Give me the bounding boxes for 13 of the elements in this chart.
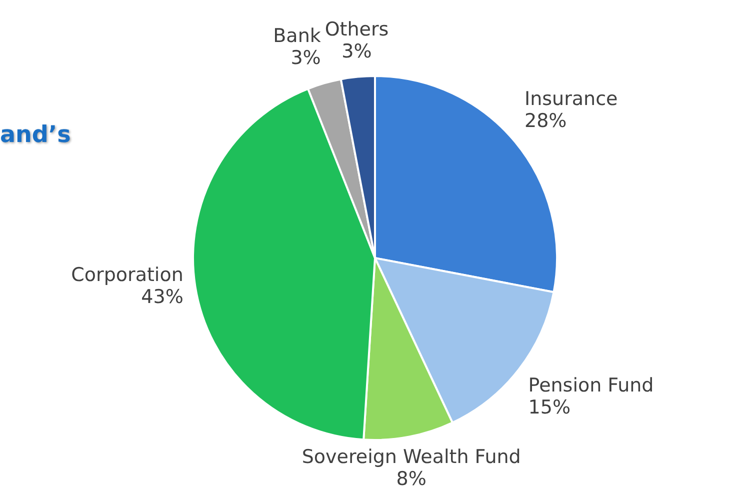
slice-label: Insurance [524, 88, 618, 110]
slice-label: Others [324, 18, 389, 40]
slice-label: Pension Fund [528, 374, 654, 396]
slice-label: Bank [273, 25, 321, 48]
data-label: 8% [396, 468, 426, 490]
text: and’s [0, 122, 71, 148]
slice-label: Sovereign Wealth Fund [302, 446, 521, 468]
data-label: 15% [528, 396, 571, 418]
data-label: 3% [290, 47, 321, 70]
data-label: 28% [524, 110, 567, 132]
slice-label: Corporation [71, 264, 184, 286]
data-label: 3% [342, 40, 372, 62]
data-label: 43% [141, 286, 184, 308]
